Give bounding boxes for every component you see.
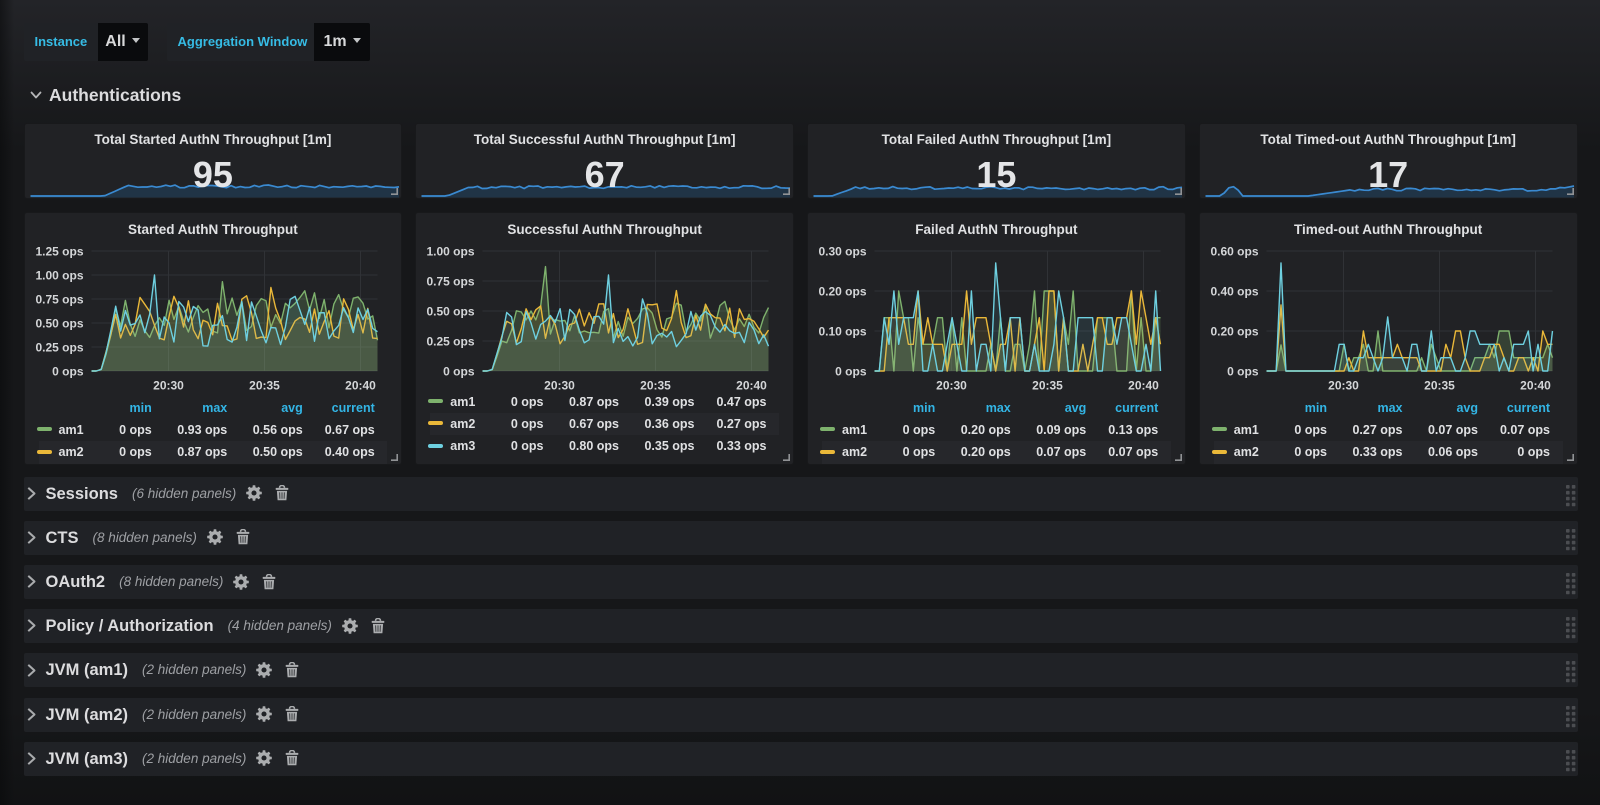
svg-text:0.20 ops: 0.20 ops: [1210, 325, 1258, 339]
svg-text:0.30 ops: 0.30 ops: [818, 245, 866, 259]
svg-text:20:30: 20:30: [153, 379, 184, 393]
svg-text:0.40 ops: 0.40 ops: [1210, 285, 1258, 299]
svg-text:1.25 ops: 1.25 ops: [35, 245, 83, 259]
svg-text:20:40: 20:40: [345, 379, 376, 393]
svg-text:20:35: 20:35: [640, 379, 671, 393]
svg-text:0.25 ops: 0.25 ops: [427, 335, 475, 349]
svg-text:0.60 ops: 0.60 ops: [1210, 245, 1258, 259]
svg-text:0 ops: 0 ops: [443, 365, 475, 379]
svg-text:0.75 ops: 0.75 ops: [35, 293, 83, 307]
svg-text:0 ops: 0 ops: [52, 365, 84, 379]
svg-text:0.25 ops: 0.25 ops: [35, 341, 83, 355]
svg-text:1.00 ops: 1.00 ops: [427, 245, 475, 259]
svg-text:20:40: 20:40: [736, 379, 767, 393]
svg-text:0.50 ops: 0.50 ops: [35, 317, 83, 331]
svg-text:0.10 ops: 0.10 ops: [818, 325, 866, 339]
svg-text:0 ops: 0 ops: [835, 365, 867, 379]
svg-text:0.75 ops: 0.75 ops: [427, 275, 475, 289]
svg-text:1.00 ops: 1.00 ops: [35, 269, 83, 283]
svg-text:20:35: 20:35: [1032, 379, 1063, 393]
svg-text:20:30: 20:30: [544, 379, 575, 393]
svg-text:20:40: 20:40: [1520, 379, 1551, 393]
svg-text:20:30: 20:30: [936, 379, 967, 393]
svg-text:20:30: 20:30: [1328, 379, 1359, 393]
svg-text:0.50 ops: 0.50 ops: [427, 305, 475, 319]
svg-text:20:40: 20:40: [1128, 379, 1159, 393]
svg-text:20:35: 20:35: [249, 379, 280, 393]
svg-text:0.20 ops: 0.20 ops: [818, 285, 866, 299]
svg-text:0 ops: 0 ops: [1227, 365, 1259, 379]
svg-text:20:35: 20:35: [1424, 379, 1455, 393]
